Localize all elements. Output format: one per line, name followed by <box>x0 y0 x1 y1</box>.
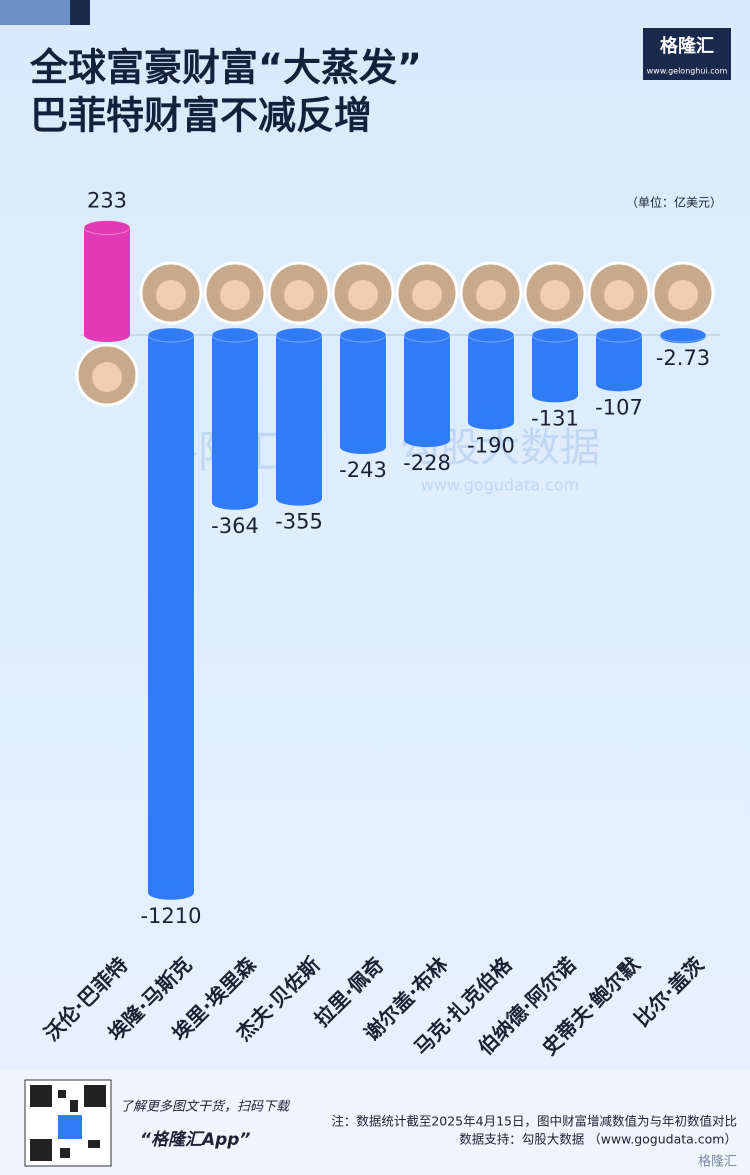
bar <box>596 335 642 385</box>
promo: 了解更多图文干货，扫码下载 <box>120 1099 291 1115</box>
portrait-face <box>348 280 378 310</box>
bar-cap <box>404 433 450 448</box>
source: 数据支持：勾股大数据 （www.gogudata.com） <box>459 1132 737 1147</box>
portrait-face <box>156 280 186 310</box>
bar <box>340 335 386 448</box>
bar-cap <box>532 388 578 403</box>
bar-cap <box>340 440 386 455</box>
value-label: 233 <box>87 189 127 213</box>
logo-url: www.gelonghui.com <box>647 67 728 76</box>
bar <box>212 335 258 503</box>
value-label: -190 <box>467 434 515 458</box>
portrait-face <box>220 280 250 310</box>
bar-cap <box>147 327 195 343</box>
bar-cap <box>595 327 643 343</box>
value-label: -107 <box>595 395 643 419</box>
bar-cap <box>467 327 515 343</box>
value-label: -355 <box>275 510 323 534</box>
app-name: “格隆汇App” <box>140 1130 250 1150</box>
bar <box>148 335 194 893</box>
unit-note: （单位：亿美元） <box>626 195 722 210</box>
note: 注：数据统计截至2025年4月15日，图中财富增减数值为与年初数值对比 <box>331 1114 737 1129</box>
portrait-face <box>284 280 314 310</box>
portrait-face <box>668 280 698 310</box>
corner-block <box>0 0 70 25</box>
portrait-face <box>476 280 506 310</box>
bar-cap <box>212 495 258 510</box>
bar-cap <box>596 377 642 392</box>
logo-box <box>643 28 731 80</box>
value-label: -131 <box>531 406 579 430</box>
portrait-face <box>540 280 570 310</box>
watermark: www.gogudata.com <box>421 476 579 495</box>
bar <box>84 227 130 335</box>
bar-cap <box>531 327 579 343</box>
bar-cap <box>468 415 514 430</box>
value-label: -243 <box>339 458 387 482</box>
title: 全球富豪财富“大蒸发” <box>29 46 422 90</box>
bar <box>276 335 322 499</box>
logo-name: 格隆汇 <box>660 35 714 57</box>
bar-cap <box>659 327 707 343</box>
bar-cap <box>339 327 387 343</box>
corner-block <box>70 0 90 25</box>
qr-pattern <box>30 1085 106 1161</box>
brand: 格隆汇 <box>698 1154 737 1170</box>
bar <box>532 335 578 396</box>
portrait-face <box>604 280 634 310</box>
portrait-face <box>92 362 122 392</box>
value-label: -228 <box>403 451 451 475</box>
value-label: -364 <box>211 514 259 538</box>
bar-cap <box>275 327 323 343</box>
bar-cap <box>211 327 259 343</box>
portrait-face <box>412 280 442 310</box>
bar-cap <box>403 327 451 343</box>
footer-bg <box>0 1070 750 1175</box>
bar <box>404 335 450 441</box>
bar-cap <box>276 491 322 506</box>
value-label: -1210 <box>140 904 201 928</box>
bar <box>468 335 514 423</box>
bar-cap <box>83 220 131 236</box>
title: 巴菲特财富不减反增 <box>30 94 372 138</box>
value-label: -2.73 <box>656 346 710 370</box>
bar-cap <box>84 328 130 342</box>
bar-cap <box>148 885 194 900</box>
